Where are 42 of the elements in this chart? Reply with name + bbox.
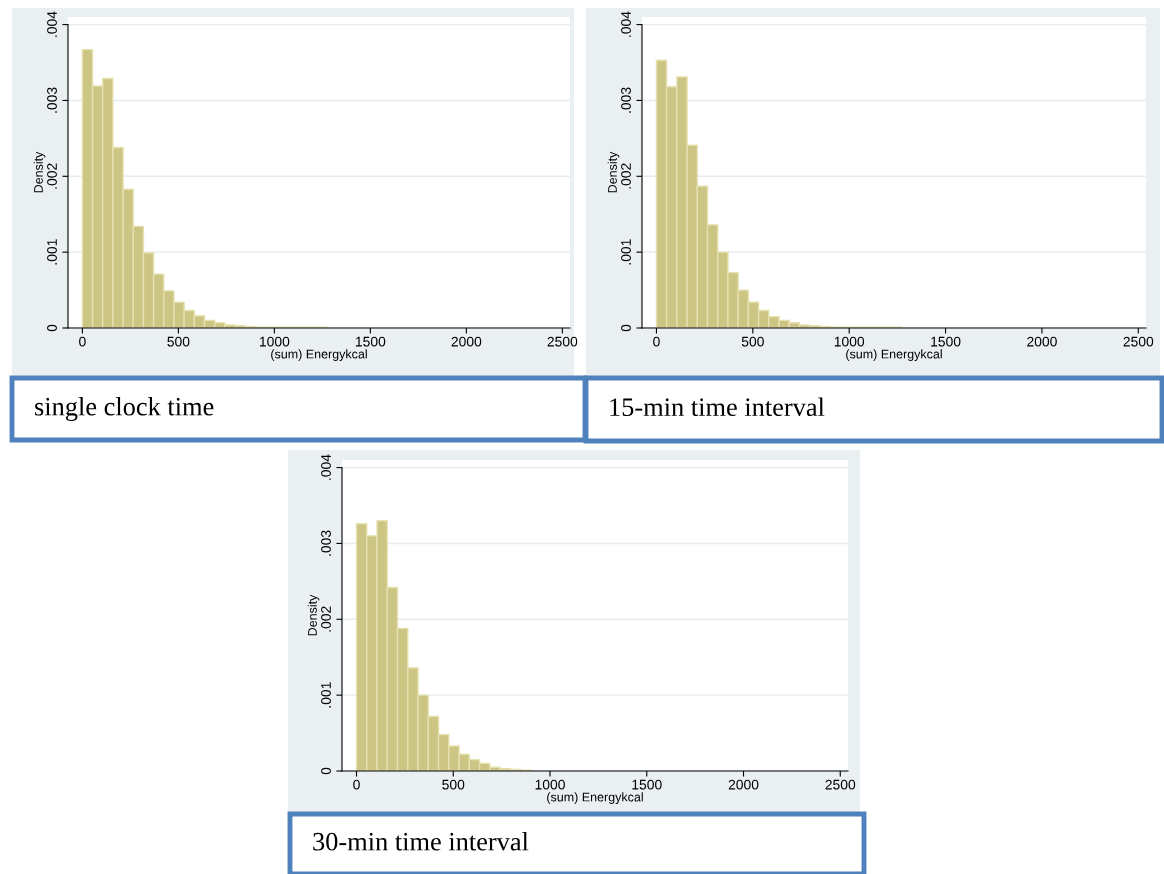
y-tick-label: .002 — [621, 163, 631, 189]
x-tick-label: 2000 — [728, 779, 759, 790]
x-tick-label: 500 — [741, 336, 764, 347]
x-tick-label: 0 — [353, 779, 360, 790]
y-tick-label: .004 — [321, 454, 331, 480]
y-tick-label: .002 — [321, 606, 331, 632]
text: 30-min time interval — [313, 832, 529, 851]
y-tick-label: .002 — [47, 163, 57, 189]
y-axis-title: Density — [307, 594, 320, 636]
x-axis-title: (sum) Energykcal — [547, 792, 643, 804]
x-tick-label: 2000 — [1027, 336, 1057, 347]
y-tick-label: .001 — [621, 239, 631, 265]
x-tick-label: 2000 — [451, 336, 482, 347]
x-tick-label: 1000 — [259, 336, 290, 347]
y-axis-title: Density — [607, 151, 620, 193]
x-tick-label: 500 — [442, 779, 465, 790]
text: 15-min time interval — [610, 397, 825, 417]
x-tick-label: 0 — [79, 336, 86, 347]
x-tick-label: 0 — [653, 336, 660, 347]
y-tick-label: .001 — [321, 682, 331, 708]
y-tick-label: .003 — [621, 87, 631, 113]
x-axis-title: (sum) Energykcal — [846, 349, 942, 361]
x-tick-label: 2500 — [825, 779, 856, 790]
x-tick-label: 1000 — [535, 779, 565, 790]
y-tick-label: .001 — [47, 239, 57, 265]
x-tick-label: 2500 — [1123, 336, 1154, 347]
x-tick-label: 1500 — [355, 336, 386, 347]
x-tick-label: 500 — [167, 336, 190, 347]
x-tick-label: 1500 — [632, 779, 662, 790]
y-axis-title: Density — [33, 151, 46, 193]
y-tick-label: 0 — [321, 767, 331, 775]
y-tick-label: 0 — [47, 324, 57, 332]
text: single clock time — [35, 397, 214, 421]
y-tick-label: .004 — [47, 11, 57, 37]
y-tick-label: .003 — [321, 530, 331, 556]
x-tick-label: 2500 — [547, 336, 578, 347]
x-tick-label: 1000 — [834, 336, 865, 347]
y-tick-label: .004 — [621, 11, 631, 37]
y-tick-label: .003 — [47, 87, 57, 113]
x-axis-title: (sum) Energykcal — [271, 349, 367, 361]
x-tick-label: 1500 — [931, 336, 961, 347]
y-tick-label: 0 — [621, 324, 631, 332]
